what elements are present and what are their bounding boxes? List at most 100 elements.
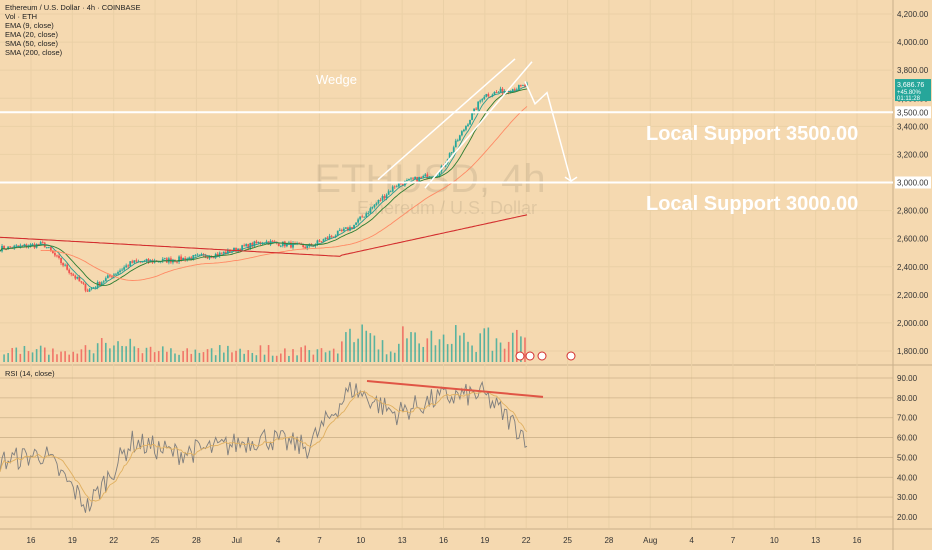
candle-body bbox=[279, 245, 282, 247]
volume-bar bbox=[56, 354, 58, 362]
volume-bar bbox=[133, 346, 136, 362]
volume-bar bbox=[406, 338, 408, 362]
candle-body bbox=[342, 228, 345, 231]
price-tick-label: 3,800.00 bbox=[897, 66, 929, 75]
candle-body bbox=[3, 245, 5, 250]
rsi-title[interactable]: RSI (14, close) bbox=[5, 369, 55, 378]
volume-bar bbox=[389, 351, 392, 362]
indicator-vol[interactable]: Vol · ETH bbox=[5, 12, 38, 21]
volume-bar bbox=[109, 348, 111, 362]
volume-bar bbox=[96, 343, 99, 362]
candle-body bbox=[64, 264, 67, 266]
wedge-lower-line bbox=[424, 61, 533, 189]
candle-body bbox=[224, 251, 227, 254]
volume-bar bbox=[365, 330, 368, 362]
candle-body bbox=[125, 265, 128, 268]
candle-body bbox=[161, 258, 164, 262]
candle-body bbox=[454, 140, 457, 148]
volume-bar bbox=[434, 345, 437, 362]
candle-body bbox=[334, 235, 337, 238]
time-tick-label: 7 bbox=[731, 536, 736, 545]
volume-bar bbox=[410, 332, 412, 362]
volume-bar bbox=[247, 350, 250, 362]
ema9-line bbox=[0, 85, 528, 290]
candle-body bbox=[383, 196, 386, 199]
candle-body bbox=[471, 113, 473, 120]
candle-body bbox=[353, 224, 355, 229]
volume-bar bbox=[113, 345, 115, 362]
volume-bar bbox=[418, 343, 420, 362]
volume-bar bbox=[507, 341, 510, 362]
volume-bar bbox=[105, 342, 107, 362]
volume-bar bbox=[227, 345, 229, 362]
volume-bar bbox=[332, 348, 335, 362]
candle-body bbox=[121, 269, 123, 271]
volume-bar bbox=[279, 353, 282, 362]
volume-bar bbox=[516, 329, 518, 362]
volume-bar bbox=[475, 351, 477, 362]
volume-bar bbox=[84, 345, 87, 362]
indicator-sma50[interactable]: SMA (50, close) bbox=[5, 39, 58, 48]
volume-bar bbox=[479, 333, 482, 362]
rsi-tick-label: 60.00 bbox=[897, 434, 918, 443]
candle-body bbox=[469, 119, 471, 125]
candle-body bbox=[198, 254, 201, 256]
candle-body bbox=[336, 230, 339, 236]
candle-body bbox=[259, 241, 262, 244]
candle-body bbox=[206, 257, 209, 259]
candle-body bbox=[218, 252, 221, 256]
price-change-label: +45.80% bbox=[897, 90, 922, 96]
candle-body bbox=[23, 244, 26, 246]
volume-bar bbox=[341, 341, 343, 362]
candle-body bbox=[196, 254, 199, 256]
volume-bar bbox=[194, 349, 197, 362]
candle-body bbox=[379, 199, 382, 201]
rsi-tick-label: 30.00 bbox=[897, 493, 918, 502]
candle-body bbox=[450, 152, 453, 154]
volume-bar bbox=[202, 352, 205, 362]
current-price-tag bbox=[895, 79, 931, 102]
candle-body bbox=[465, 126, 467, 130]
time-tick-label: 13 bbox=[811, 536, 820, 545]
time-tick-label: 19 bbox=[68, 536, 77, 545]
candle-body bbox=[408, 179, 410, 181]
candle-body bbox=[501, 88, 504, 94]
candle-body bbox=[47, 247, 50, 248]
volume-bar bbox=[15, 347, 18, 362]
indicator-sma200[interactable]: SMA (200, close) bbox=[5, 48, 63, 57]
candle-body bbox=[397, 183, 400, 187]
time-tick-label: 13 bbox=[398, 536, 407, 545]
volume-bar bbox=[182, 351, 184, 362]
indicator-ema9[interactable]: EMA (9, close) bbox=[5, 21, 54, 30]
volume-bar bbox=[483, 328, 486, 362]
indicator-ema20[interactable]: EMA (20, close) bbox=[5, 30, 58, 39]
time-tick-label: 7 bbox=[317, 536, 322, 545]
candle-body bbox=[328, 235, 331, 239]
candle-body bbox=[182, 258, 185, 261]
volume-bar bbox=[459, 335, 461, 362]
wedge-label: Wedge bbox=[316, 72, 357, 87]
watermark-name: Ethereum / U.S. Dollar bbox=[357, 198, 537, 218]
time-tick-label: 25 bbox=[563, 536, 572, 545]
sma50-line bbox=[40, 106, 528, 281]
time-tick-label: 10 bbox=[356, 536, 365, 545]
candle-body bbox=[54, 252, 56, 256]
volume-bar bbox=[373, 335, 376, 362]
candle-body bbox=[460, 131, 463, 136]
volume-bar bbox=[357, 338, 359, 362]
volume-bar bbox=[430, 330, 433, 362]
volume-bar bbox=[166, 351, 168, 362]
candle-body bbox=[58, 255, 60, 258]
candle-body bbox=[68, 269, 71, 273]
volume-bar bbox=[235, 350, 237, 362]
candle-body bbox=[39, 242, 42, 245]
volume-bar bbox=[463, 332, 465, 362]
candle-body bbox=[414, 177, 416, 180]
candle-body bbox=[426, 174, 429, 179]
candle-body bbox=[436, 175, 439, 177]
candle-body bbox=[60, 257, 62, 264]
volume-bar bbox=[170, 348, 172, 362]
candle-body bbox=[178, 256, 180, 262]
candle-body bbox=[420, 176, 423, 178]
